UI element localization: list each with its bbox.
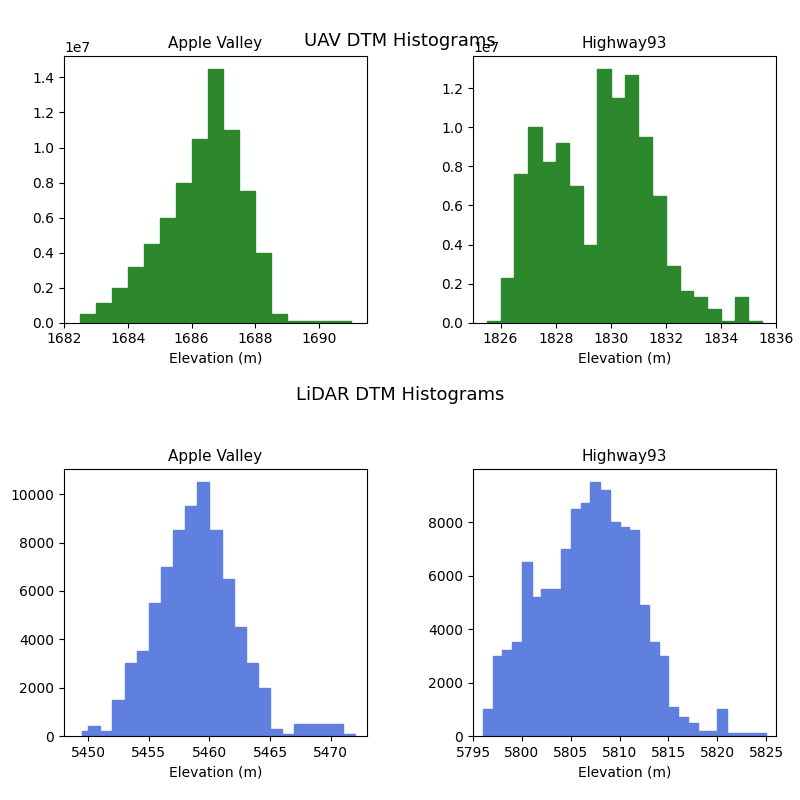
Bar: [528, 127, 542, 322]
Bar: [610, 98, 625, 322]
Bar: [746, 734, 757, 736]
Bar: [100, 731, 113, 736]
Text: UAV DTM Histograms: UAV DTM Histograms: [304, 32, 496, 50]
Text: LiDAR DTM Histograms: LiDAR DTM Histograms: [296, 386, 504, 404]
Bar: [532, 597, 542, 736]
Bar: [638, 137, 652, 322]
Title: Apple Valley: Apple Valley: [169, 449, 262, 464]
Bar: [707, 309, 721, 322]
Bar: [666, 266, 679, 322]
Bar: [679, 291, 694, 322]
Bar: [678, 718, 688, 736]
Bar: [630, 530, 639, 736]
Bar: [542, 589, 551, 736]
Title: Highway93: Highway93: [582, 449, 667, 464]
Bar: [570, 509, 581, 736]
Bar: [734, 298, 749, 322]
Bar: [583, 245, 597, 322]
Bar: [639, 605, 649, 736]
Bar: [625, 74, 638, 322]
Bar: [271, 314, 287, 322]
Bar: [737, 734, 746, 736]
Bar: [270, 729, 282, 736]
Bar: [222, 578, 234, 736]
Bar: [125, 663, 137, 736]
Bar: [597, 69, 610, 322]
Bar: [176, 182, 191, 322]
Bar: [239, 191, 255, 322]
Bar: [652, 196, 666, 322]
Bar: [185, 506, 198, 736]
Bar: [590, 482, 600, 736]
X-axis label: Elevation (m): Elevation (m): [169, 766, 262, 779]
Bar: [82, 731, 88, 736]
Bar: [144, 244, 160, 322]
Bar: [80, 314, 96, 322]
Title: Highway93: Highway93: [582, 36, 667, 50]
Bar: [137, 651, 149, 736]
Bar: [493, 656, 502, 736]
Bar: [514, 174, 528, 322]
Bar: [210, 530, 222, 736]
Bar: [600, 490, 610, 736]
Bar: [149, 603, 161, 736]
Bar: [610, 522, 620, 736]
X-axis label: Elevation (m): Elevation (m): [578, 766, 671, 779]
Bar: [698, 730, 707, 736]
Bar: [255, 253, 271, 322]
Bar: [718, 710, 727, 736]
Bar: [160, 218, 176, 322]
X-axis label: Elevation (m): Elevation (m): [578, 352, 671, 366]
Bar: [727, 734, 737, 736]
Bar: [486, 321, 501, 322]
Bar: [542, 162, 556, 322]
Bar: [258, 688, 270, 736]
X-axis label: Elevation (m): Elevation (m): [169, 352, 262, 366]
Bar: [342, 734, 355, 736]
Bar: [191, 138, 207, 322]
Bar: [294, 724, 342, 736]
Bar: [502, 650, 512, 736]
Bar: [556, 143, 570, 322]
Bar: [749, 321, 762, 322]
Bar: [649, 642, 658, 736]
Bar: [658, 656, 669, 736]
Bar: [112, 288, 128, 322]
Bar: [707, 730, 718, 736]
Bar: [501, 278, 514, 322]
Bar: [96, 303, 112, 322]
Bar: [482, 710, 493, 736]
Bar: [234, 627, 246, 736]
Bar: [561, 549, 570, 736]
Bar: [246, 663, 258, 736]
Bar: [512, 642, 522, 736]
Bar: [173, 530, 185, 736]
Bar: [113, 700, 125, 736]
Bar: [128, 266, 144, 322]
Bar: [198, 482, 210, 736]
Bar: [287, 321, 351, 322]
Bar: [570, 186, 583, 322]
Bar: [581, 503, 590, 736]
Bar: [282, 734, 294, 736]
Bar: [721, 321, 734, 322]
Bar: [688, 722, 698, 736]
Bar: [551, 589, 561, 736]
Bar: [223, 130, 239, 322]
Title: Apple Valley: Apple Valley: [169, 36, 262, 50]
Bar: [757, 734, 766, 736]
Bar: [161, 566, 173, 736]
Bar: [522, 562, 532, 736]
Bar: [669, 706, 678, 736]
Bar: [88, 726, 100, 736]
Bar: [620, 527, 630, 736]
Bar: [207, 69, 223, 322]
Bar: [694, 298, 707, 322]
